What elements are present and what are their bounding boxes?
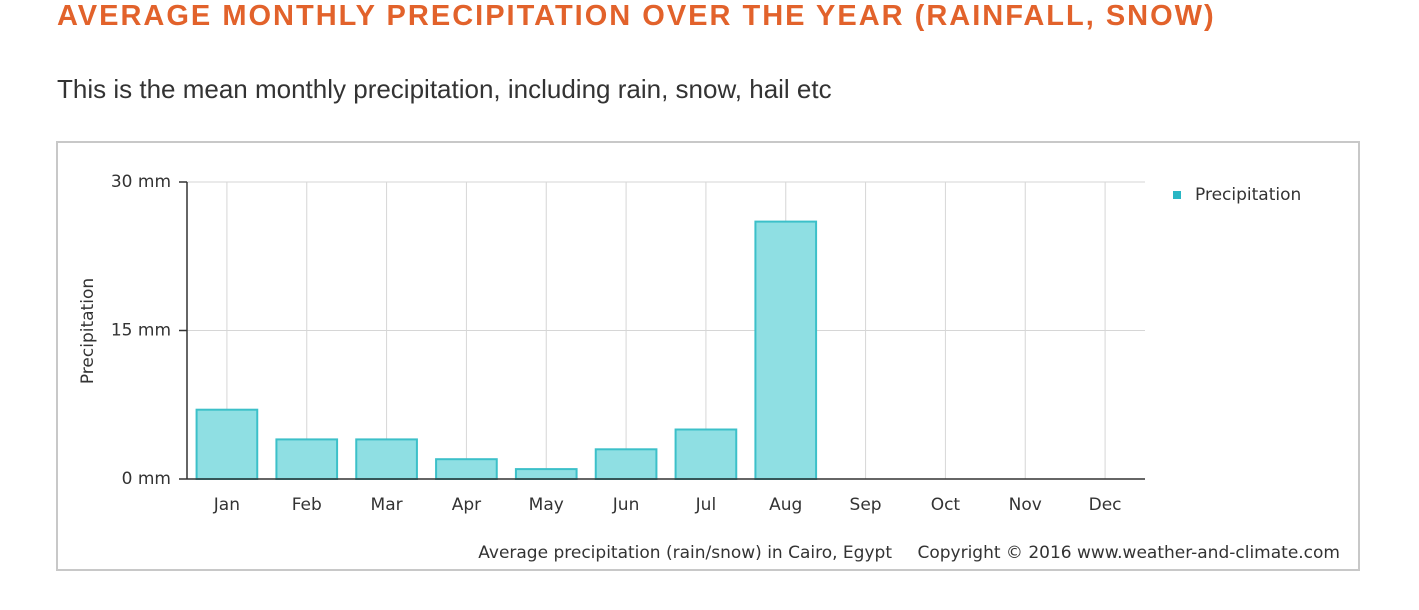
bar [275,438,339,480]
bar [435,458,498,481]
caption: Average precipitation (rain/snow) in Cai… [478,543,892,563]
legend-swatch [1173,191,1181,199]
page-title: AVERAGE MONTHLY PRECIPITATION OVER THE Y… [57,0,1216,32]
bar [674,428,738,480]
x-tick-label: Apr [452,495,481,515]
y-tick-label: 30 mm [111,172,171,192]
legend-label: Precipitation [1195,185,1301,205]
bar [195,408,259,481]
chart-frame [56,141,1360,571]
x-tick-label: Jan [213,495,240,515]
x-tick-label: Nov [1009,495,1042,515]
bar [754,220,818,480]
bar [514,468,578,481]
x-tick-label: Feb [292,495,322,515]
copyright: Copyright © 2016 www.weather-and-climate… [917,543,1340,563]
x-tick-label: Mar [371,495,403,515]
bar [355,438,418,480]
x-tick-label: Sep [850,495,882,515]
x-tick-label: Jul [695,495,717,515]
bar [594,448,658,480]
x-tick-label: May [529,495,564,515]
x-tick-label: Dec [1089,495,1122,515]
x-tick-label: Aug [769,495,802,515]
y-axis-label: Precipitation [78,278,98,384]
y-tick-label: 15 mm [111,321,171,341]
y-tick-label: 0 mm [122,469,171,489]
x-tick-label: Jun [612,495,640,515]
page-subtitle: This is the mean monthly precipitation, … [57,74,832,104]
x-tick-label: Oct [931,495,961,515]
